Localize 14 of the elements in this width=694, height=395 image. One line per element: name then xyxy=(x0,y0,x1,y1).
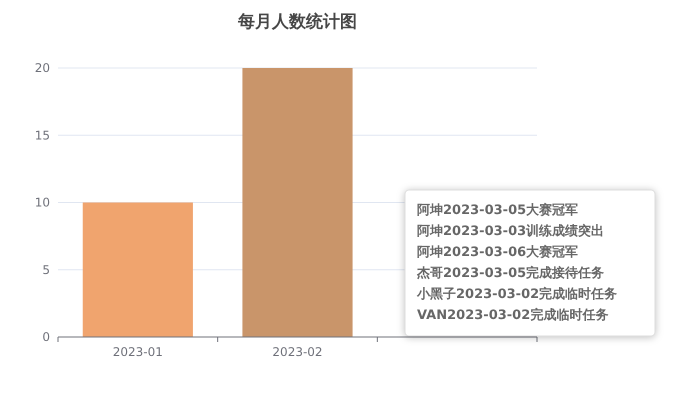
x-tick-label: 2023-01 xyxy=(112,345,163,359)
y-tick-label: 0 xyxy=(42,330,50,344)
annotation: 阿坤2023-03-03训练成绩突出 xyxy=(417,223,604,239)
annotation: 阿坤2023-03-05大赛冠军 xyxy=(417,202,578,218)
y-tick-label: 5 xyxy=(42,262,50,277)
y-tick-label: 10 xyxy=(34,196,50,210)
x-tick-label: 2023-02 xyxy=(272,345,323,359)
annotation: 小黑子2023-03-02完成临时任务 xyxy=(416,286,618,302)
annotation: 阿坤2023-03-06大赛冠军 xyxy=(417,244,578,260)
chart-title: 每月人数统计图 xyxy=(237,12,357,32)
annotation: 杰哥2023-03-05完成接待任务 xyxy=(416,265,604,281)
y-tick-label: 15 xyxy=(34,128,50,142)
annotation: VAN2023-03-02完成临时任务 xyxy=(417,307,608,323)
y-tick-label: 20 xyxy=(34,61,50,75)
